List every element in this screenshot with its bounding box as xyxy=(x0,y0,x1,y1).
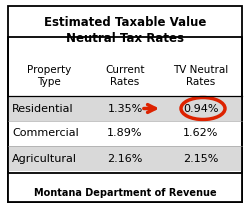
Text: 1.89%: 1.89% xyxy=(107,129,143,139)
Bar xyxy=(8,6,242,173)
Text: TV Neutral
Rates: TV Neutral Rates xyxy=(174,65,229,87)
Text: Commercial: Commercial xyxy=(12,129,79,139)
Text: 2.16%: 2.16% xyxy=(107,154,143,163)
Text: Residential: Residential xyxy=(12,104,74,114)
Bar xyxy=(8,96,242,121)
Bar xyxy=(8,146,242,171)
Text: 1.35%: 1.35% xyxy=(108,104,142,114)
Bar xyxy=(8,37,242,202)
Text: Estimated Taxable Value
Neutral Tax Rates: Estimated Taxable Value Neutral Tax Rate… xyxy=(44,16,206,46)
Text: Current
Rates: Current Rates xyxy=(105,65,145,87)
Text: 0.94%: 0.94% xyxy=(183,104,219,114)
Text: Montana Department of Revenue: Montana Department of Revenue xyxy=(34,188,216,198)
Text: Property
Type: Property Type xyxy=(27,65,71,87)
Bar xyxy=(8,152,242,202)
Text: 1.62%: 1.62% xyxy=(183,129,219,139)
Text: 2.15%: 2.15% xyxy=(183,154,219,163)
Text: Agricultural: Agricultural xyxy=(12,154,77,163)
